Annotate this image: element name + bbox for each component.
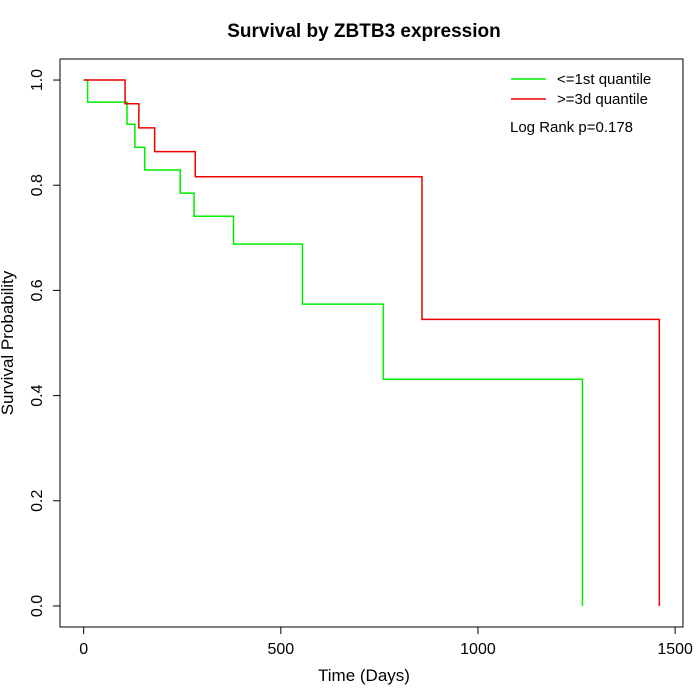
legend-label: >=3d quantile: [557, 91, 648, 108]
x-tick-label: 1000: [460, 641, 496, 658]
legend-label: <=1st quantile: [557, 71, 651, 88]
y-tick-label: 0.0: [29, 595, 46, 617]
y-axis-label: Survival Probability: [0, 270, 17, 415]
x-tick-label: 500: [267, 641, 294, 658]
y-tick-label: 1.0: [29, 69, 46, 91]
low-expression-curve: [83, 79, 584, 606]
plot-frame: [59, 58, 684, 628]
legend: <=1st quantile >=3d quantile: [511, 71, 651, 108]
y-tick-label: 0.8: [29, 174, 46, 196]
y-axis: 0.0 0.2 0.4 0.6 0.8 1.0: [29, 69, 61, 617]
chart-title: Survival by ZBTB3 expression: [227, 21, 501, 42]
x-tick-label: 1500: [657, 641, 693, 658]
x-axis-label: Time (Days): [318, 666, 410, 685]
y-tick-label: 0.4: [29, 384, 46, 406]
high-expression-curve: [83, 79, 661, 606]
log-rank-annotation: Log Rank p=0.178: [510, 119, 633, 136]
survival-curves: [83, 79, 661, 606]
y-tick-label: 0.2: [29, 490, 46, 512]
x-tick-label: 0: [79, 641, 88, 658]
y-tick-label: 0.6: [29, 279, 46, 301]
x-axis: 0 500 1000 1500: [79, 626, 693, 658]
